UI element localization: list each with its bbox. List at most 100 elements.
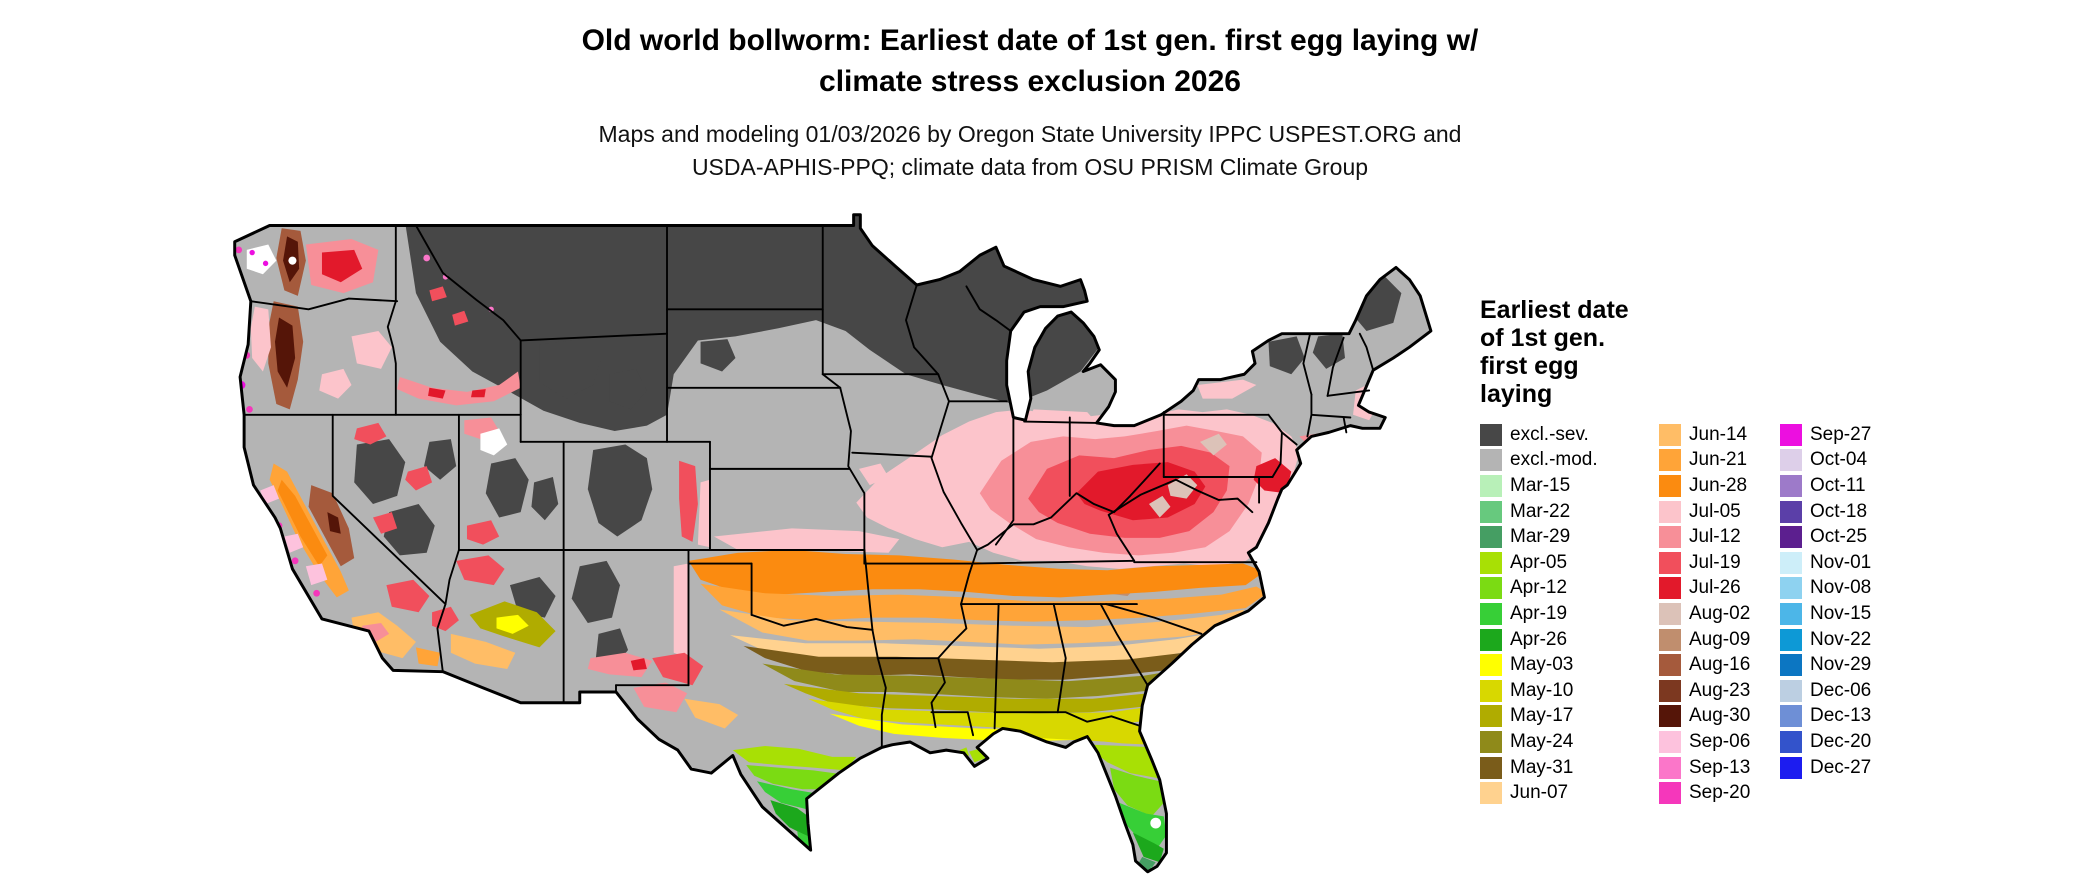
legend-row: Dec-06 — [1780, 678, 1910, 704]
legend-swatch — [1659, 628, 1681, 651]
legend-label: Aug-09 — [1689, 628, 1751, 650]
us-map-figure — [228, 212, 1443, 888]
legend-swatch — [1480, 449, 1502, 472]
legend-row: Nov-15 — [1780, 601, 1910, 627]
legend-row: Oct-25 — [1780, 524, 1910, 550]
legend-label: Sep-06 — [1689, 730, 1751, 752]
legend-swatch — [1780, 705, 1802, 728]
legend-row: Dec-20 — [1780, 729, 1910, 755]
legend-swatch — [1480, 756, 1502, 779]
legend-swatch — [1780, 628, 1802, 651]
legend-row: Sep-06 — [1659, 729, 1780, 755]
legend-swatch — [1480, 423, 1502, 446]
legend-row: Nov-08 — [1780, 576, 1910, 602]
legend-label: Nov-08 — [1810, 577, 1872, 599]
legend-row: Apr-12 — [1480, 576, 1659, 602]
legend-row: Jul-05 — [1659, 499, 1780, 525]
legend-row: Sep-13 — [1659, 755, 1780, 781]
legend-row: Jun-14 — [1659, 422, 1780, 448]
legend-swatch — [1659, 423, 1681, 446]
legend-label: Jun-14 — [1689, 423, 1748, 445]
legend-label: Oct-18 — [1810, 500, 1868, 522]
legend-label: May-10 — [1510, 679, 1574, 701]
legend-label: Apr-05 — [1510, 551, 1568, 573]
legend-label: Jun-07 — [1510, 782, 1569, 804]
legend-row: Aug-16 — [1659, 652, 1780, 678]
legend-row: excl.-mod. — [1480, 448, 1659, 474]
legend-row: Jul-26 — [1659, 576, 1780, 602]
legend-swatch — [1659, 602, 1681, 625]
legend-label: Nov-29 — [1810, 654, 1872, 676]
subtitle-line-2: USDA-APHIS-PPQ; climate data from OSU PR… — [691, 154, 1369, 180]
legend-swatch — [1659, 526, 1681, 549]
legend-label: Apr-12 — [1510, 577, 1568, 599]
legend-label: Sep-20 — [1689, 782, 1751, 804]
legend-row: Aug-02 — [1659, 601, 1780, 627]
legend-swatch — [1780, 654, 1802, 677]
legend-row: Aug-23 — [1659, 678, 1780, 704]
legend-swatch — [1659, 551, 1681, 574]
legend-swatch — [1659, 500, 1681, 523]
legend-swatch — [1480, 654, 1502, 677]
legend-swatch — [1659, 654, 1681, 677]
legend-label: Nov-15 — [1810, 602, 1872, 624]
legend-label: Jun-28 — [1689, 474, 1748, 496]
legend-title-line-4: laying — [1480, 380, 1553, 408]
legend-row: Jul-12 — [1659, 524, 1780, 550]
legend-label: Oct-11 — [1810, 474, 1866, 496]
legend-label: excl.-mod. — [1510, 449, 1598, 471]
legend-swatch — [1659, 730, 1681, 753]
legend-swatch — [1480, 602, 1502, 625]
legend: Earliest date of 1st gen. first egg layi… — [1480, 296, 2000, 806]
legend-label: Oct-25 — [1810, 526, 1868, 548]
legend-label: May-24 — [1510, 730, 1574, 752]
legend-column-1: excl.-sev. excl.-mod. Mar-15 Mar-22 Mar-29 Ap… — [1480, 422, 1659, 806]
legend-label: Mar-22 — [1510, 500, 1571, 522]
legend-label: May-03 — [1510, 654, 1574, 676]
legend-swatch — [1480, 782, 1502, 805]
legend-swatch — [1780, 423, 1802, 446]
legend-row: Jun-21 — [1659, 448, 1780, 474]
legend-swatch — [1780, 602, 1802, 625]
page-title-line-2: climate stress exclusion 2026 — [819, 65, 1241, 98]
legend-column-3: Sep-27 Oct-04 Oct-11 Oct-18 Oct-25 Nov-01 Nov-… — [1780, 422, 1910, 806]
legend-label: excl.-sev. — [1510, 423, 1589, 445]
legend-column-2: Jun-14 Jun-21 Jun-28 Jul-05 Jul-12 Jul-19 Jul-… — [1659, 422, 1780, 806]
legend-row: May-03 — [1480, 652, 1659, 678]
legend-row: Sep-27 — [1780, 422, 1910, 448]
legend-swatch — [1480, 551, 1502, 574]
legend-label: May-17 — [1510, 705, 1574, 727]
us-outline — [233, 213, 1433, 874]
legend-row: Apr-05 — [1480, 550, 1659, 576]
legend-row: Aug-09 — [1659, 627, 1780, 653]
legend-row: Apr-19 — [1480, 601, 1659, 627]
legend-swatch — [1659, 679, 1681, 702]
legend-swatch — [1480, 577, 1502, 600]
legend-label: Nov-01 — [1810, 551, 1872, 573]
legend-label: Jul-05 — [1689, 500, 1741, 522]
legend-row: Nov-22 — [1780, 627, 1910, 653]
legend-swatch — [1780, 679, 1802, 702]
legend-row: excl.-sev. — [1480, 422, 1659, 448]
header: Old world bollworm: Earliest date of 1st… — [300, 20, 1760, 184]
state-borders — [243, 224, 1375, 749]
legend-swatch — [1780, 474, 1802, 497]
legend-row: May-17 — [1480, 704, 1659, 730]
legend-label: Mar-29 — [1510, 526, 1571, 548]
legend-row: Nov-01 — [1780, 550, 1910, 576]
legend-row: Nov-29 — [1780, 652, 1910, 678]
legend-label: Jun-21 — [1689, 449, 1748, 471]
legend-label: Sep-27 — [1810, 423, 1872, 445]
legend-row: May-24 — [1480, 729, 1659, 755]
legend-label: Apr-19 — [1510, 602, 1568, 624]
legend-label: May-31 — [1510, 756, 1574, 778]
legend-row: Dec-13 — [1780, 704, 1910, 730]
legend-label: Aug-16 — [1689, 654, 1751, 676]
legend-swatch — [1659, 577, 1681, 600]
legend-label: Sep-13 — [1689, 756, 1751, 778]
legend-swatch — [1480, 705, 1502, 728]
legend-label: Mar-15 — [1510, 474, 1571, 496]
legend-swatch — [1780, 551, 1802, 574]
legend-swatch — [1480, 500, 1502, 523]
